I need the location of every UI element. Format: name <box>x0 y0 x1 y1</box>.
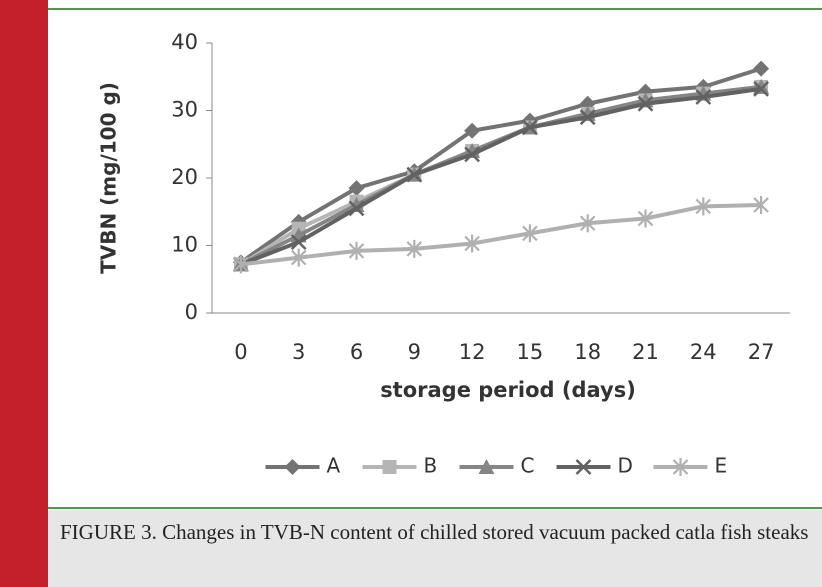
x-tick-label: 18 <box>574 340 601 364</box>
marker <box>522 224 538 243</box>
marker <box>695 197 712 216</box>
y-tick-label: 20 <box>171 165 198 189</box>
marker <box>233 255 249 274</box>
x-tick-label: 6 <box>350 340 363 364</box>
legend-entry: A <box>265 454 341 478</box>
marker <box>753 196 769 214</box>
marker <box>464 234 480 253</box>
caption: FIGURE 3. Changes in TVB-N content of ch… <box>48 510 822 587</box>
series-line <box>240 203 762 267</box>
x-tick-label: 3 <box>292 340 305 364</box>
marker <box>406 166 423 183</box>
legend-label: B <box>424 454 438 478</box>
x-tick-label: 24 <box>690 340 717 364</box>
marker <box>290 234 307 251</box>
y-tick-label: 40 <box>171 30 198 54</box>
series-line <box>239 66 762 265</box>
marker <box>522 119 538 136</box>
marker <box>464 146 480 163</box>
marker <box>672 458 689 476</box>
marker <box>348 241 365 260</box>
y-tick-label: 10 <box>171 233 198 257</box>
marker <box>637 95 654 112</box>
legend-label: D <box>618 454 633 478</box>
legend-entry: E <box>653 454 728 478</box>
legend-entry: D <box>556 454 633 478</box>
y-axis-label: TVBN (mg/100 g) <box>97 82 121 274</box>
legend-label: E <box>715 454 728 478</box>
marker <box>348 180 365 197</box>
x-tick-label: 9 <box>408 340 421 364</box>
x-tick-label: 12 <box>459 340 486 364</box>
legend-label: C <box>521 454 535 478</box>
marker <box>406 239 423 258</box>
marker <box>579 109 596 126</box>
series-line <box>240 86 762 267</box>
x-tick-label: 21 <box>632 340 659 364</box>
marker <box>464 122 481 139</box>
x-tick-label: 27 <box>748 340 775 364</box>
marker <box>382 460 397 474</box>
marker <box>284 459 301 475</box>
legend-entry: B <box>362 454 438 478</box>
marker <box>290 248 307 267</box>
x-axis-label: storage period (days) <box>380 378 636 402</box>
marker <box>575 459 592 475</box>
legend-entry: C <box>459 454 535 478</box>
marker <box>478 459 495 474</box>
marker <box>637 209 654 228</box>
chart: TVBN (mg/100 g) storage period (days) 0 1… <box>48 8 822 509</box>
x-tick-label: 0 <box>234 340 247 364</box>
marker <box>695 89 712 105</box>
y-tick-label: 30 <box>171 98 198 122</box>
marker <box>579 214 596 233</box>
x-tick-label: 15 <box>517 340 544 364</box>
y-tick-label: 0 <box>185 300 198 324</box>
side-bar <box>0 0 48 587</box>
marker <box>753 60 770 77</box>
marker <box>348 200 365 217</box>
legend-label: A <box>327 454 341 478</box>
marker <box>753 81 769 97</box>
